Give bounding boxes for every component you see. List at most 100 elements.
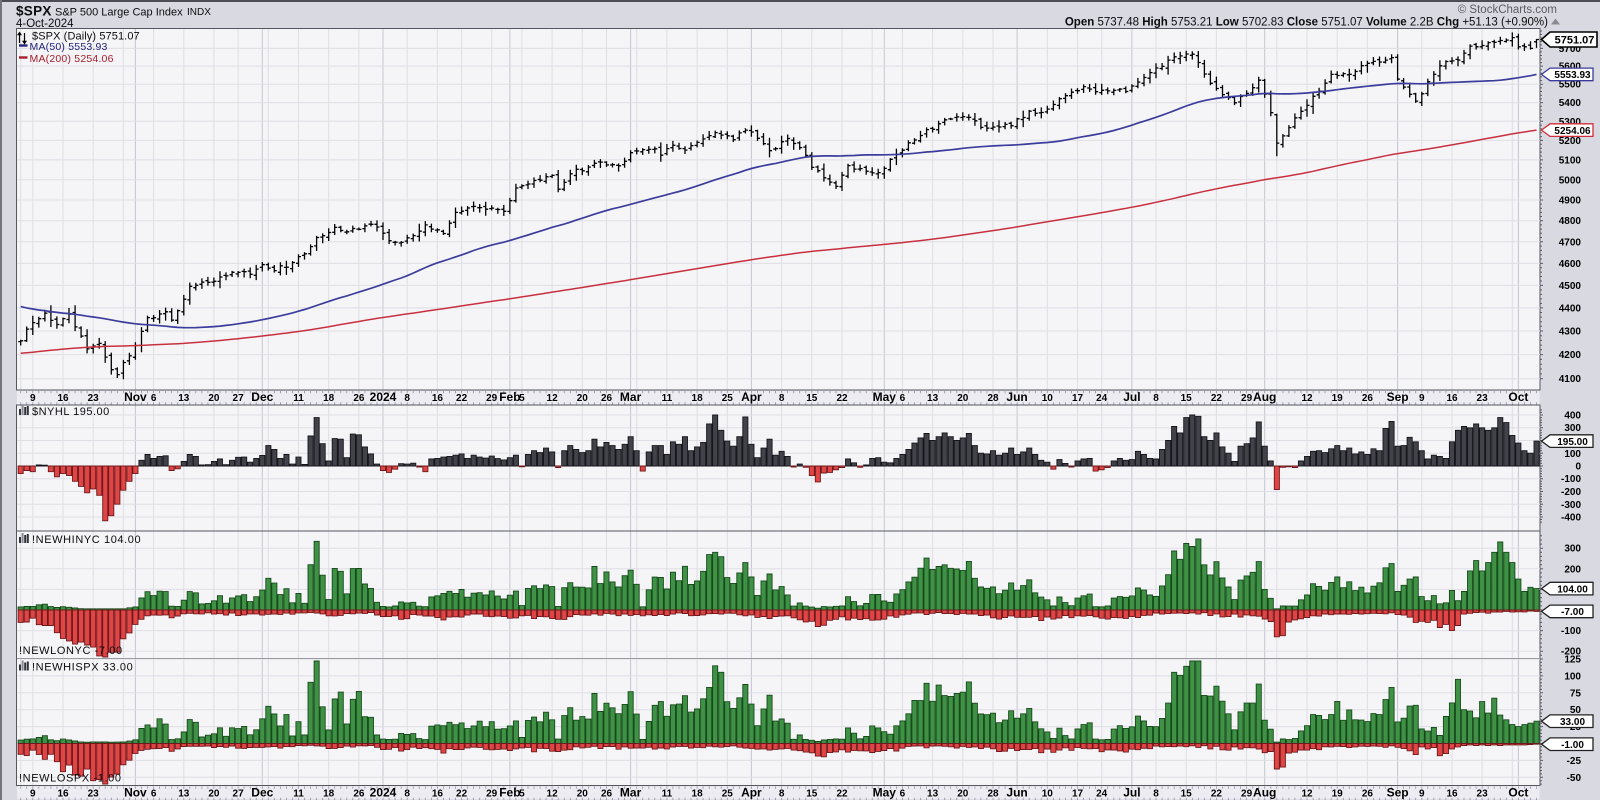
svg-text:300: 300 (1564, 544, 1581, 555)
svg-text:16: 16 (432, 393, 444, 404)
svg-text:23: 23 (1477, 789, 1489, 800)
svg-text:11: 11 (293, 393, 304, 404)
svg-text:5300: 5300 (1559, 117, 1582, 128)
svg-text:Jun: Jun (1006, 786, 1027, 800)
svg-text:Oct: Oct (1508, 390, 1528, 404)
svg-text:$SPX: $SPX (16, 4, 52, 19)
svg-text:9: 9 (30, 393, 36, 404)
svg-text:Feb: Feb (499, 390, 520, 404)
svg-text:5100: 5100 (1559, 155, 1582, 166)
svg-text:8: 8 (404, 393, 410, 404)
svg-text:22: 22 (836, 393, 848, 404)
svg-text:10: 10 (1042, 789, 1054, 800)
svg-text:4200: 4200 (1559, 350, 1582, 361)
svg-text:16: 16 (1446, 789, 1458, 800)
svg-text:Nov: Nov (124, 390, 147, 404)
svg-text:4500: 4500 (1559, 281, 1582, 292)
svg-text:5500: 5500 (1559, 80, 1582, 91)
svg-text:9: 9 (30, 789, 36, 800)
svg-text:-25: -25 (1567, 756, 1582, 767)
svg-text:-1.00: -1.00 (1561, 740, 1584, 751)
svg-text:20: 20 (577, 789, 589, 800)
svg-text:Jul: Jul (1123, 390, 1140, 404)
svg-text:Dec: Dec (251, 786, 273, 800)
svg-text:15: 15 (1181, 789, 1193, 800)
svg-text:4800: 4800 (1559, 216, 1582, 227)
svg-text:20: 20 (208, 393, 220, 404)
svg-text:8: 8 (779, 393, 785, 404)
svg-text:5254.06: 5254.06 (1554, 126, 1591, 137)
svg-text:© StockCharts.com: © StockCharts.com (1458, 4, 1557, 16)
svg-text:5000: 5000 (1559, 175, 1582, 186)
svg-text:5600: 5600 (1559, 62, 1582, 73)
svg-text:-7.00: -7.00 (1561, 607, 1584, 618)
svg-text:Dec: Dec (251, 390, 273, 404)
svg-text:100: 100 (1564, 671, 1581, 682)
svg-text:S&P 500 Large Cap Index: S&P 500 Large Cap Index (55, 7, 183, 19)
svg-text:28: 28 (987, 393, 999, 404)
svg-text:18: 18 (692, 393, 704, 404)
svg-text:!NEWLOSPX -1.00: !NEWLOSPX -1.00 (19, 773, 122, 785)
svg-text:MA(200) 5254.06: MA(200) 5254.06 (30, 53, 114, 65)
svg-text:4-Oct-2024: 4-Oct-2024 (16, 18, 74, 30)
svg-text:5553.93: 5553.93 (1554, 70, 1591, 81)
svg-text:11: 11 (662, 393, 673, 404)
svg-text:20: 20 (208, 789, 220, 800)
svg-text:4600: 4600 (1559, 259, 1582, 270)
svg-text:25: 25 (722, 393, 734, 404)
svg-text:75: 75 (1570, 688, 1582, 699)
svg-text:29: 29 (1241, 393, 1253, 404)
svg-text:23: 23 (88, 393, 100, 404)
svg-text:4300: 4300 (1559, 327, 1582, 338)
svg-text:6: 6 (151, 789, 157, 800)
svg-text:Sep: Sep (1387, 390, 1409, 404)
svg-text:29: 29 (486, 393, 498, 404)
svg-text:15: 15 (806, 789, 818, 800)
svg-text:8: 8 (404, 789, 410, 800)
svg-text:Apr: Apr (741, 786, 762, 800)
svg-text:24: 24 (1096, 393, 1108, 404)
svg-text:104.00: 104.00 (1557, 584, 1588, 595)
svg-text:-300: -300 (1561, 500, 1581, 511)
svg-text:Apr: Apr (741, 390, 762, 404)
svg-text:9: 9 (1419, 393, 1425, 404)
svg-text:9: 9 (1419, 789, 1425, 800)
svg-text:May: May (873, 786, 897, 800)
svg-text:$NYHL 195.00: $NYHL 195.00 (32, 406, 110, 418)
svg-text:22: 22 (456, 393, 468, 404)
svg-text:18: 18 (323, 393, 335, 404)
svg-text:17: 17 (1072, 789, 1084, 800)
svg-text:16: 16 (57, 789, 69, 800)
svg-text:11: 11 (293, 789, 304, 800)
svg-text:11: 11 (662, 789, 673, 800)
svg-text:125: 125 (1564, 655, 1581, 666)
svg-text:23: 23 (88, 789, 100, 800)
svg-text:19: 19 (1332, 789, 1344, 800)
svg-text:Jun: Jun (1006, 390, 1027, 404)
svg-text:17: 17 (1072, 393, 1084, 404)
svg-text:16: 16 (432, 789, 444, 800)
svg-text:13: 13 (178, 393, 190, 404)
svg-text:6: 6 (151, 393, 157, 404)
svg-text:13: 13 (178, 789, 190, 800)
svg-text:27: 27 (233, 789, 245, 800)
svg-text:-200: -200 (1561, 487, 1581, 498)
svg-text:-50: -50 (1567, 773, 1582, 784)
svg-text:May: May (873, 390, 897, 404)
svg-text:5400: 5400 (1559, 98, 1582, 109)
svg-text:12: 12 (547, 789, 559, 800)
svg-text:200: 200 (1564, 564, 1581, 575)
svg-text:10: 10 (1042, 393, 1054, 404)
svg-text:16: 16 (57, 393, 69, 404)
svg-text:!NEWHISPX 33.00: !NEWHISPX 33.00 (32, 662, 133, 674)
svg-text:8: 8 (1153, 789, 1159, 800)
svg-text:4900: 4900 (1559, 196, 1582, 207)
svg-text:Oct: Oct (1508, 786, 1528, 800)
svg-text:26: 26 (1362, 789, 1374, 800)
svg-text:$SPX (Daily) 5751.07: $SPX (Daily) 5751.07 (32, 31, 140, 43)
svg-text:5: 5 (519, 789, 525, 800)
svg-text:18: 18 (323, 789, 335, 800)
svg-text:20: 20 (577, 393, 589, 404)
svg-text:28: 28 (987, 789, 999, 800)
svg-text:24: 24 (1096, 789, 1108, 800)
